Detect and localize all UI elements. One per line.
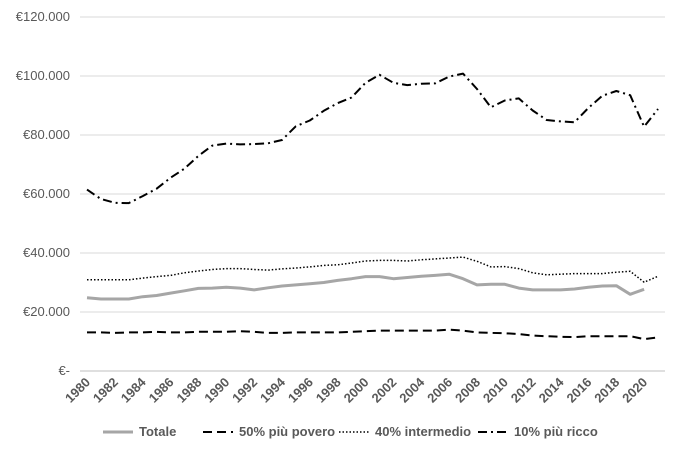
x-tick-label: 1990 <box>201 375 232 406</box>
series-line <box>86 72 659 205</box>
x-tick-label: 2008 <box>452 375 483 406</box>
y-tick-label: €120.000 <box>16 9 70 24</box>
x-tick-label: 2004 <box>396 374 428 406</box>
series-line <box>87 256 659 283</box>
x-tick-label: 2020 <box>619 375 650 406</box>
x-tick-label: 2018 <box>591 375 622 406</box>
x-tick-label: 2002 <box>368 375 399 406</box>
y-tick-label: €40.000 <box>23 245 70 260</box>
legend-label: Totale <box>139 424 176 439</box>
y-tick-label: €80.000 <box>23 127 70 142</box>
y-tick-label: €- <box>58 363 70 378</box>
x-tick-label: 2016 <box>563 375 594 406</box>
x-tick-label: 1980 <box>62 375 93 406</box>
legend-label: 40% intermedio <box>375 424 471 439</box>
series-line <box>87 328 659 341</box>
x-tick-label: 2012 <box>508 375 539 406</box>
y-tick-label: €20.000 <box>23 304 70 319</box>
legend: Totale 50% più povero 40% intermedio 10% pi… <box>103 424 598 439</box>
legend-label: 10% più ricco <box>514 424 598 439</box>
x-tick-label: 2006 <box>424 375 455 406</box>
x-tick-label: 2014 <box>536 374 568 406</box>
x-tick-label: 1984 <box>118 374 150 406</box>
x-tick-label: 1994 <box>257 374 289 406</box>
y-tick-label: €100.000 <box>16 68 70 83</box>
x-tick-label: 2010 <box>480 375 511 406</box>
x-tick-label: 1996 <box>285 375 316 406</box>
x-tick-label: 1982 <box>90 375 121 406</box>
x-tick-label: 1986 <box>146 375 177 406</box>
x-axis-ticks: 1980198219841986198819901992199419961998… <box>62 374 650 406</box>
x-tick-label: 2000 <box>341 375 372 406</box>
series-lines <box>86 72 659 341</box>
gridlines <box>80 16 665 372</box>
x-tick-label: 1988 <box>173 375 204 406</box>
x-tick-label: 1992 <box>229 375 260 406</box>
y-axis-ticks: €- €20.000 €40.000 €60.000 €80.000 €100.000 €1… <box>16 9 70 378</box>
series-line <box>86 272 645 301</box>
legend-label: 50% più povero <box>239 424 335 439</box>
x-tick-label: 1998 <box>313 375 344 406</box>
y-tick-label: €60.000 <box>23 186 70 201</box>
